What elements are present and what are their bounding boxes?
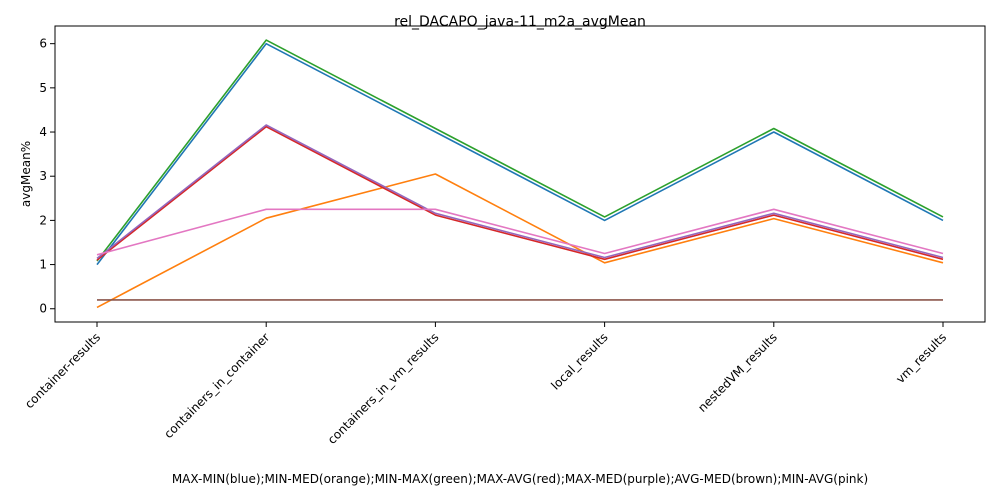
data-point-s5-2 <box>264 123 268 127</box>
data-point-s6-6 <box>941 298 945 302</box>
data-point-s5-3 <box>433 211 437 215</box>
data-point-s5-5 <box>772 211 776 215</box>
series-line-7 <box>96 208 944 256</box>
data-point-s1-6 <box>941 218 945 222</box>
data-point-s6-1 <box>95 298 99 302</box>
data-point-s6-3 <box>433 298 437 302</box>
data-point-s7-1 <box>95 253 99 257</box>
data-point-s3-2 <box>264 38 268 42</box>
x-axis: container-results containers_in_container… <box>22 322 949 447</box>
data-point-s3-4 <box>603 215 607 219</box>
plot-frame <box>54 25 986 323</box>
data-point-s2-3 <box>433 172 437 176</box>
data-point-s2-4 <box>603 261 607 265</box>
x-axis-label: MAX-MIN(blue);MIN-MED(orange);MIN-MAX(gr… <box>172 472 868 486</box>
x-tick-label: containers_in_vm_results <box>325 330 442 447</box>
data-point-s2-6 <box>941 261 945 265</box>
data-point-s5-4 <box>603 256 607 260</box>
data-point-s3-5 <box>772 127 776 131</box>
series-layer <box>95 38 945 309</box>
data-point-s7-4 <box>603 252 607 256</box>
y-tick-label: 5 <box>39 81 47 95</box>
series-line-3 <box>96 39 944 262</box>
data-point-s2-1 <box>95 305 99 309</box>
data-point-s7-6 <box>941 252 945 256</box>
y-tick-label: 1 <box>39 258 47 272</box>
chart-title: rel_DACAPO_java-11_m2a_avgMean <box>394 14 646 30</box>
data-point-s6-5 <box>772 298 776 302</box>
data-point-s5-6 <box>941 256 945 260</box>
y-tick-label: 3 <box>39 169 47 183</box>
x-tick-label: local_results <box>548 330 610 392</box>
data-point-s1-4 <box>603 218 607 222</box>
data-point-s3-3 <box>433 127 437 131</box>
data-point-s1-3 <box>433 130 437 134</box>
data-point-s6-2 <box>264 298 268 302</box>
data-point-s5-1 <box>95 256 99 260</box>
y-axis: 0 1 2 3 4 5 6 <box>39 37 55 316</box>
y-tick-label: 2 <box>39 213 47 227</box>
series-line-4 <box>96 125 944 261</box>
series-line-5 <box>96 124 944 260</box>
x-tick-label: container-results <box>22 330 103 411</box>
data-point-s7-2 <box>264 207 268 211</box>
data-point-s1-1 <box>95 263 99 267</box>
x-tick-label: vm_results <box>893 330 949 386</box>
data-point-s3-6 <box>941 215 945 219</box>
data-point-s7-3 <box>433 207 437 211</box>
data-point-s7-5 <box>772 207 776 211</box>
y-tick-label: 0 <box>39 302 47 316</box>
y-axis-label: avgMean% <box>19 141 33 207</box>
data-point-s2-2 <box>264 216 268 220</box>
x-tick-label: containers_in_container <box>161 330 272 441</box>
x-tick-label: nestedVM_results <box>695 330 780 415</box>
y-tick-label: 6 <box>39 37 47 51</box>
series-line-1 <box>96 42 944 266</box>
data-point-s2-5 <box>772 217 776 221</box>
data-point-s6-4 <box>603 298 607 302</box>
y-tick-label: 4 <box>39 125 47 139</box>
series-line-2 <box>96 173 944 309</box>
data-point-s1-5 <box>772 130 776 134</box>
